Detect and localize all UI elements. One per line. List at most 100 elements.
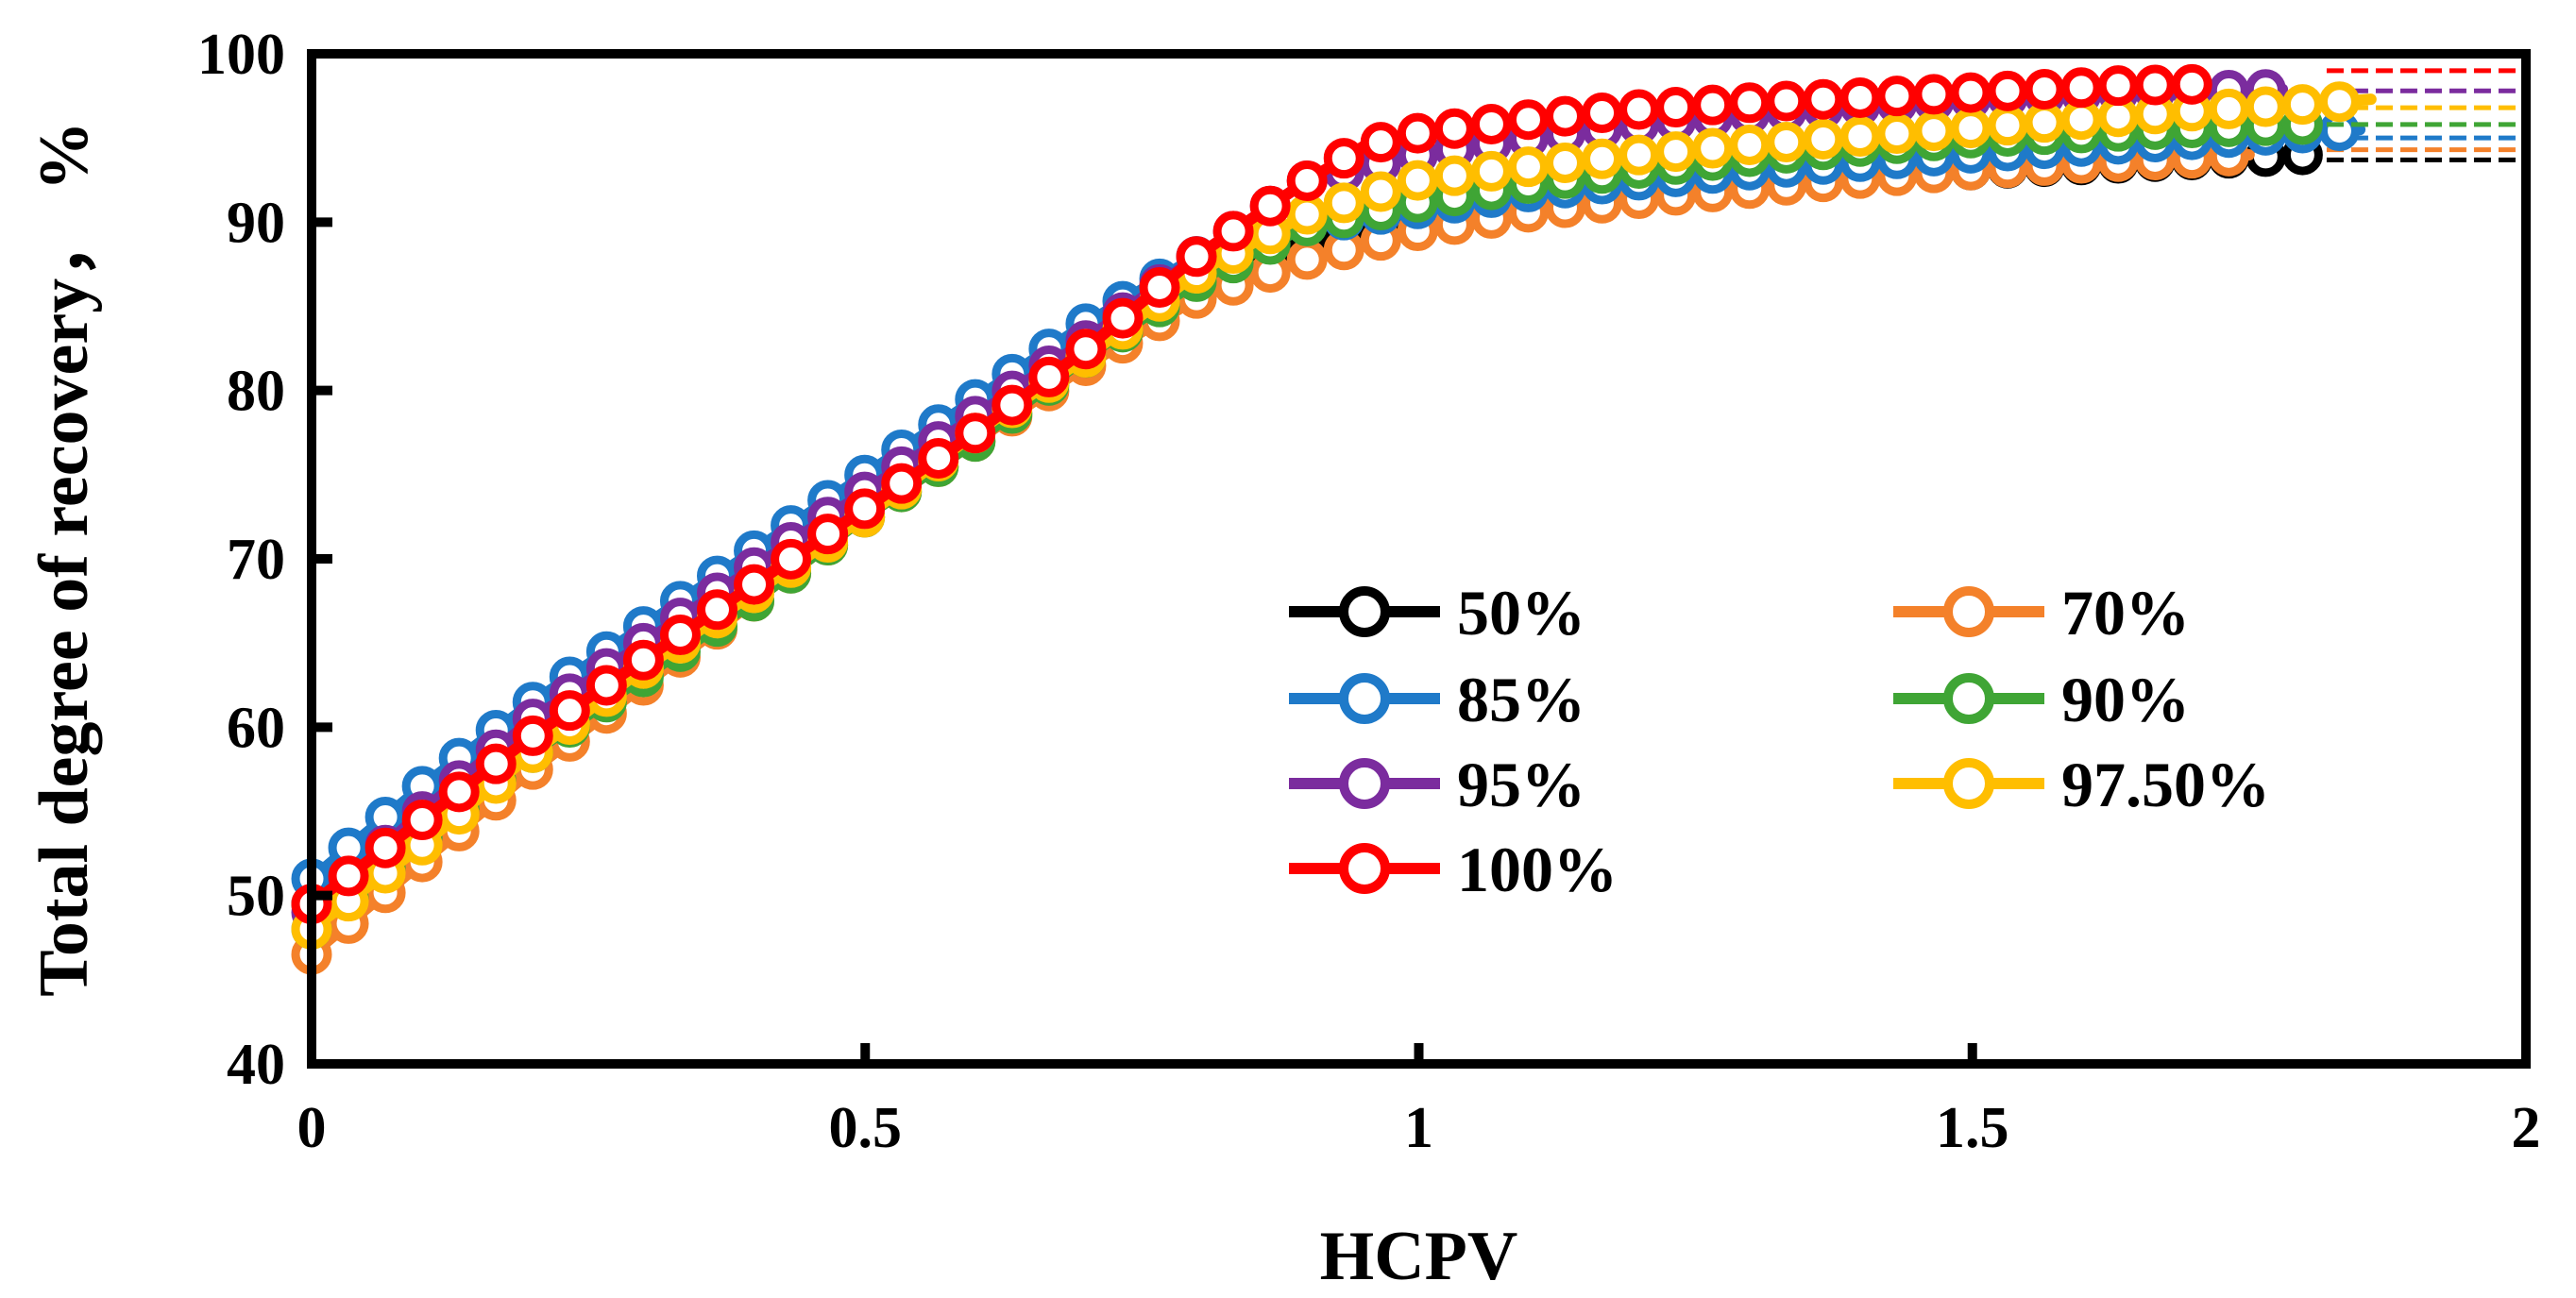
x-tick-label: 1.5 bbox=[1936, 1096, 2009, 1160]
series-marker bbox=[1545, 95, 1586, 137]
series-marker bbox=[1987, 70, 2028, 111]
series-marker bbox=[438, 771, 480, 813]
series-marker bbox=[1876, 113, 1918, 155]
legend-swatch-marker bbox=[1339, 673, 1390, 724]
y-tick-label: 80 bbox=[227, 360, 285, 424]
series-marker bbox=[1692, 127, 1734, 169]
series-marker bbox=[1397, 160, 1438, 201]
series-marker bbox=[1470, 103, 1512, 144]
legend: 50% 70% 85% 90% 95% 97.50% 100% bbox=[1289, 577, 2270, 905]
series-marker bbox=[1692, 84, 1734, 126]
series-marker bbox=[1102, 297, 1144, 339]
y-tick-label: 40 bbox=[227, 1033, 285, 1097]
series-marker bbox=[2060, 67, 2102, 109]
x-tick-label: 0 bbox=[297, 1096, 327, 1160]
series-marker bbox=[1360, 171, 1401, 212]
series-marker bbox=[1507, 99, 1549, 141]
series-marker bbox=[1618, 134, 1660, 176]
series-marker bbox=[1582, 138, 1623, 179]
series-marker bbox=[622, 639, 664, 681]
y-tick-label: 60 bbox=[227, 696, 285, 760]
legend-swatch-marker bbox=[1943, 758, 1994, 809]
series-marker bbox=[2318, 81, 2360, 123]
y-tick-label: 50 bbox=[227, 865, 285, 929]
legend-swatch-marker bbox=[1943, 673, 1994, 724]
series-marker bbox=[659, 615, 701, 656]
legend-label: 85% bbox=[1457, 664, 1585, 735]
series-marker bbox=[771, 538, 812, 580]
x-tick-label: 2 bbox=[2512, 1096, 2541, 1160]
series-marker bbox=[1803, 118, 1844, 160]
series-marker bbox=[1397, 112, 1438, 154]
legend-label: 100% bbox=[1457, 834, 1618, 905]
legend-label: 95% bbox=[1457, 749, 1585, 820]
legend-swatch-marker bbox=[1943, 586, 1994, 637]
legend-label: 90% bbox=[2061, 664, 2190, 735]
x-axis-title: HCPV bbox=[1320, 1218, 1518, 1295]
series-marker bbox=[1212, 211, 1254, 252]
legend-item: 95% bbox=[1289, 749, 1585, 820]
series-marker bbox=[918, 437, 959, 479]
y-tick-label: 90 bbox=[227, 191, 285, 255]
series-marker bbox=[1655, 87, 1697, 128]
series-marker bbox=[512, 715, 553, 756]
series-marker bbox=[1249, 185, 1291, 227]
series-marker bbox=[1766, 121, 1807, 162]
legend-swatch-marker bbox=[1339, 758, 1390, 809]
axis-ticks: 0 0.5 1 1.5 2 40 50 60 70 80 90 100 bbox=[197, 23, 2541, 1160]
legend-swatch-marker bbox=[1339, 843, 1390, 894]
series-marker bbox=[734, 564, 775, 605]
series-marker bbox=[1839, 116, 1881, 158]
plot-area bbox=[291, 63, 2518, 975]
x-tick-label: 0.5 bbox=[829, 1096, 903, 1160]
series-marker bbox=[1545, 142, 1586, 183]
series-marker bbox=[1507, 146, 1549, 188]
series-marker bbox=[1987, 105, 2028, 146]
series-marker bbox=[2245, 86, 2286, 127]
legend-label: 97.50% bbox=[2061, 749, 2270, 820]
series-marker bbox=[1433, 155, 1475, 196]
legend-swatch-marker bbox=[1339, 586, 1390, 637]
series-marker bbox=[2208, 88, 2249, 129]
series-marker bbox=[1286, 160, 1328, 201]
legend-label: 70% bbox=[2061, 577, 2190, 649]
series-marker bbox=[1139, 266, 1180, 308]
x-tick-label: 1 bbox=[1404, 1096, 1433, 1160]
legend-item: 90% bbox=[1893, 664, 2190, 735]
series-marker bbox=[1028, 356, 1070, 397]
legend-item: 100% bbox=[1289, 834, 1618, 905]
series-marker bbox=[1176, 236, 1217, 278]
series-marker bbox=[1729, 82, 1771, 124]
series-marker bbox=[2060, 99, 2102, 141]
series-marker bbox=[1766, 80, 1807, 122]
series-marker bbox=[1286, 239, 1328, 280]
series-marker bbox=[1582, 93, 1623, 134]
series-marker bbox=[1950, 72, 1991, 113]
series-marker bbox=[585, 665, 627, 706]
series-marker bbox=[807, 514, 849, 555]
series-70-group bbox=[291, 135, 2518, 975]
legend-item: 85% bbox=[1289, 664, 1585, 735]
series-marker bbox=[881, 463, 923, 504]
series-marker bbox=[696, 589, 737, 631]
series-marker bbox=[1286, 194, 1328, 235]
series-marker bbox=[549, 690, 590, 732]
series-marker bbox=[1360, 122, 1401, 163]
series-marker bbox=[1470, 150, 1512, 192]
legend-item: 70% bbox=[1893, 577, 2190, 649]
series-marker bbox=[955, 413, 996, 454]
series-marker bbox=[1323, 182, 1364, 224]
series-marker bbox=[1655, 131, 1697, 173]
series-marker bbox=[2024, 102, 2065, 143]
series-marker bbox=[1618, 89, 1660, 130]
series-100-group bbox=[291, 63, 2518, 925]
series-marker bbox=[991, 384, 1033, 426]
series-marker bbox=[1803, 78, 1844, 120]
series-marker bbox=[1323, 138, 1364, 179]
series-marker bbox=[328, 855, 369, 897]
series-marker bbox=[1839, 76, 1881, 118]
series-marker bbox=[1876, 76, 1918, 117]
legend-item: 50% bbox=[1289, 577, 1585, 649]
y-tick-label: 100 bbox=[197, 23, 285, 87]
